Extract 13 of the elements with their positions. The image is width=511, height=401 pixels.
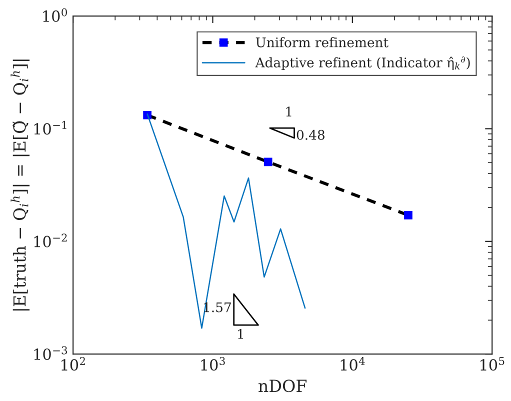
x-tick-label: 10$^{4}$ (340, 356, 365, 371)
y-tick-label: 10$^{−2}$ (34, 234, 67, 248)
legend-label: Adaptive refinent (Indicator η̂$_{k}$$^{∂}$) (255, 56, 470, 70)
annotation: 1 (286, 106, 292, 116)
annotation: 0.48 (296, 130, 324, 140)
x-axis-title: nDOF (258, 380, 307, 392)
annotation: 1 (238, 328, 244, 339)
y-tick-label: 10$^{0}$ (43, 8, 67, 22)
y-axis-title: |E[truth − Q$_{i}$$^{h}$]| = |E[Q̃ − Q$_{i}$$^{h}$]| (10, 60, 30, 310)
legend-label: Uniform refinement (256, 37, 388, 48)
y-tick-label: 10$^{−1}$ (34, 120, 66, 135)
x-tick-label: 10$^{5}$ (480, 357, 504, 371)
x-tick-label: 10$^{3}$ (201, 356, 225, 371)
